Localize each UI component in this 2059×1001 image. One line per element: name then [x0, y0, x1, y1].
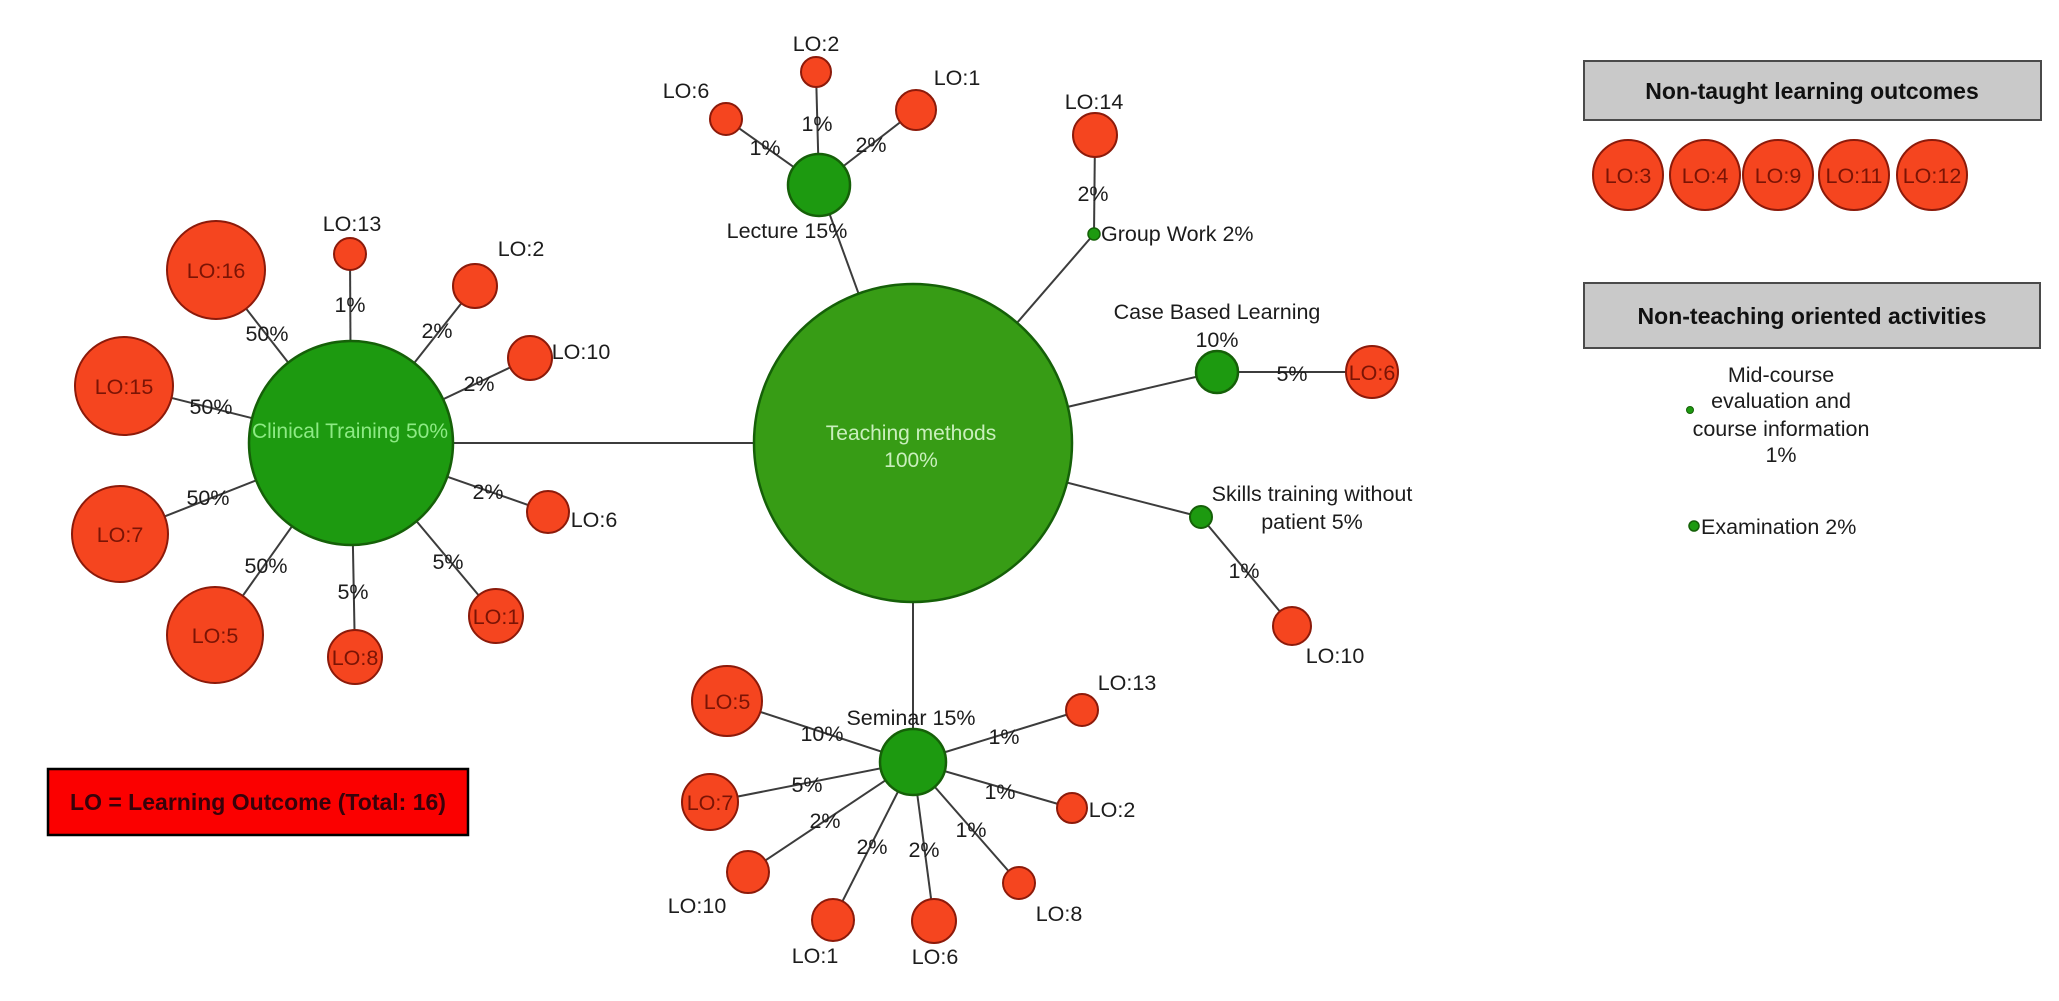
svg-text:LO:7: LO:7	[97, 523, 144, 547]
svg-text:2%: 2%	[908, 838, 939, 862]
svg-text:50%: 50%	[189, 395, 232, 419]
svg-text:LO:2: LO:2	[1089, 798, 1136, 822]
svg-text:LO:1: LO:1	[473, 605, 520, 629]
svg-text:LO:11: LO:11	[1826, 164, 1883, 188]
svg-text:1%: 1%	[801, 112, 832, 136]
svg-text:LO:6: LO:6	[571, 508, 618, 532]
svg-text:Group Work 2%: Group Work 2%	[1101, 222, 1254, 246]
svg-text:1%: 1%	[988, 725, 1019, 749]
svg-text:LO:3: LO:3	[1605, 164, 1652, 188]
svg-text:Examination 2%: Examination 2%	[1701, 515, 1856, 539]
svg-text:1%: 1%	[1765, 443, 1796, 467]
svg-text:evaluation and: evaluation and	[1711, 389, 1851, 413]
svg-text:LO:14: LO:14	[1065, 90, 1124, 114]
svg-text:2%: 2%	[809, 809, 840, 833]
svg-text:LO:5: LO:5	[704, 690, 751, 714]
svg-text:LO:9: LO:9	[1755, 164, 1802, 188]
svg-text:LO:8: LO:8	[332, 646, 379, 670]
svg-text:5%: 5%	[1276, 362, 1307, 386]
svg-text:course information: course information	[1693, 417, 1870, 441]
svg-text:10%: 10%	[1195, 328, 1238, 352]
svg-text:LO:8: LO:8	[1036, 902, 1083, 926]
svg-text:Non-teaching oriented activiti: Non-teaching oriented activities	[1638, 303, 1987, 329]
svg-text:2%: 2%	[472, 480, 503, 504]
svg-text:1%: 1%	[955, 818, 986, 842]
svg-text:LO:13: LO:13	[1098, 671, 1157, 695]
svg-text:50%: 50%	[245, 322, 288, 346]
svg-text:2%: 2%	[463, 372, 494, 396]
svg-text:50%: 50%	[186, 486, 229, 510]
svg-text:LO:6: LO:6	[1349, 361, 1396, 385]
svg-text:LO:6: LO:6	[912, 945, 959, 969]
svg-text:LO:1: LO:1	[792, 944, 839, 968]
svg-text:2%: 2%	[856, 835, 887, 859]
svg-text:LO:10: LO:10	[668, 894, 727, 918]
svg-text:Case Based Learning: Case Based Learning	[1114, 300, 1321, 324]
svg-text:Non-taught learning outcomes: Non-taught learning outcomes	[1645, 78, 1979, 104]
svg-text:LO:13: LO:13	[323, 212, 382, 236]
svg-text:2%: 2%	[855, 133, 886, 157]
svg-text:LO:7: LO:7	[687, 791, 734, 815]
svg-text:patient 5%: patient 5%	[1261, 510, 1363, 534]
svg-text:LO:10: LO:10	[552, 340, 611, 364]
svg-text:LO:1: LO:1	[934, 66, 981, 90]
svg-text:Mid-course: Mid-course	[1728, 363, 1834, 387]
svg-text:10%: 10%	[800, 722, 843, 746]
svg-text:2%: 2%	[1077, 182, 1108, 206]
svg-text:Teaching methods: Teaching methods	[826, 422, 996, 445]
svg-text:LO:2: LO:2	[793, 32, 840, 56]
svg-text:Lecture 15%: Lecture 15%	[727, 219, 848, 243]
svg-text:1%: 1%	[1228, 559, 1259, 583]
svg-text:5%: 5%	[791, 773, 822, 797]
svg-text:1%: 1%	[749, 136, 780, 160]
svg-text:Seminar 15%: Seminar 15%	[846, 706, 975, 730]
svg-text:5%: 5%	[432, 550, 463, 574]
svg-text:100%: 100%	[884, 449, 938, 472]
svg-text:Skills training without: Skills training without	[1212, 482, 1413, 506]
svg-text:50%: 50%	[244, 554, 287, 578]
svg-text:LO:2: LO:2	[498, 237, 545, 261]
svg-text:LO:15: LO:15	[95, 375, 154, 399]
svg-text:LO:4: LO:4	[1682, 164, 1729, 188]
svg-text:LO:12: LO:12	[1903, 164, 1962, 188]
svg-text:LO = Learning Outcome (Total:: LO = Learning Outcome (Total: 16)	[70, 789, 446, 815]
svg-text:1%: 1%	[984, 780, 1015, 804]
svg-text:Clinical Training 50%: Clinical Training 50%	[252, 420, 448, 443]
svg-text:LO:10: LO:10	[1306, 644, 1365, 668]
svg-text:LO:6: LO:6	[663, 79, 710, 103]
svg-text:2%: 2%	[421, 319, 452, 343]
svg-text:5%: 5%	[337, 580, 368, 604]
svg-text:1%: 1%	[334, 293, 365, 317]
svg-text:LO:16: LO:16	[187, 259, 246, 283]
svg-text:LO:5: LO:5	[192, 624, 239, 648]
